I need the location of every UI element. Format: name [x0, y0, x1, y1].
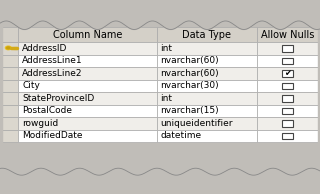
Text: PostalCode: PostalCode: [22, 107, 72, 115]
Bar: [18, 80, 157, 92]
Bar: [282, 70, 292, 77]
Bar: [157, 105, 257, 117]
Text: datetime: datetime: [160, 131, 201, 140]
Bar: [2, 117, 18, 130]
Bar: [282, 95, 292, 101]
Bar: [157, 27, 257, 42]
Bar: [2, 92, 18, 105]
Bar: [18, 27, 157, 42]
Text: nvarchar(15): nvarchar(15): [160, 107, 219, 115]
Circle shape: [7, 47, 10, 49]
Text: rowguid: rowguid: [22, 119, 58, 128]
Bar: [2, 55, 18, 67]
Text: ✔: ✔: [284, 68, 291, 78]
Bar: [257, 92, 318, 105]
Text: int: int: [160, 44, 172, 53]
Bar: [2, 105, 18, 117]
Bar: [2, 27, 18, 42]
Bar: [2, 130, 18, 142]
Text: Column Name: Column Name: [53, 30, 122, 40]
Bar: [282, 83, 292, 89]
Bar: [282, 58, 292, 64]
Bar: [157, 67, 257, 80]
Text: AddressID: AddressID: [22, 44, 68, 53]
Text: Data Type: Data Type: [182, 30, 231, 40]
Bar: [18, 130, 157, 142]
Text: nvarchar(30): nvarchar(30): [160, 81, 219, 90]
Bar: [282, 45, 292, 52]
Bar: [157, 42, 257, 55]
Bar: [257, 80, 318, 92]
Bar: [18, 105, 157, 117]
Text: Allow Nulls: Allow Nulls: [261, 30, 314, 40]
Bar: [157, 117, 257, 130]
Text: AddressLine2: AddressLine2: [22, 69, 83, 78]
Bar: [282, 120, 292, 126]
Bar: [2, 67, 18, 80]
Bar: [257, 130, 318, 142]
Text: int: int: [160, 94, 172, 103]
Bar: [157, 55, 257, 67]
Bar: [18, 42, 157, 55]
Text: ModifiedDate: ModifiedDate: [22, 131, 83, 140]
Text: StateProvinceID: StateProvinceID: [22, 94, 94, 103]
Bar: [157, 92, 257, 105]
Bar: [2, 80, 18, 92]
Bar: [282, 108, 292, 114]
Bar: [157, 130, 257, 142]
Bar: [257, 67, 318, 80]
Bar: [282, 133, 292, 139]
Bar: [18, 55, 157, 67]
Bar: [257, 42, 318, 55]
Bar: [157, 80, 257, 92]
Text: nvarchar(60): nvarchar(60): [160, 56, 219, 65]
Bar: [257, 55, 318, 67]
Text: AddressLine1: AddressLine1: [22, 56, 83, 65]
Bar: [18, 117, 157, 130]
Bar: [2, 42, 18, 55]
Text: nvarchar(60): nvarchar(60): [160, 69, 219, 78]
Text: City: City: [22, 81, 40, 90]
Bar: [18, 92, 157, 105]
Bar: [257, 105, 318, 117]
Circle shape: [5, 46, 11, 50]
Bar: [257, 117, 318, 130]
Bar: [18, 67, 157, 80]
Bar: [257, 27, 318, 42]
Text: uniqueidentifier: uniqueidentifier: [160, 119, 233, 128]
